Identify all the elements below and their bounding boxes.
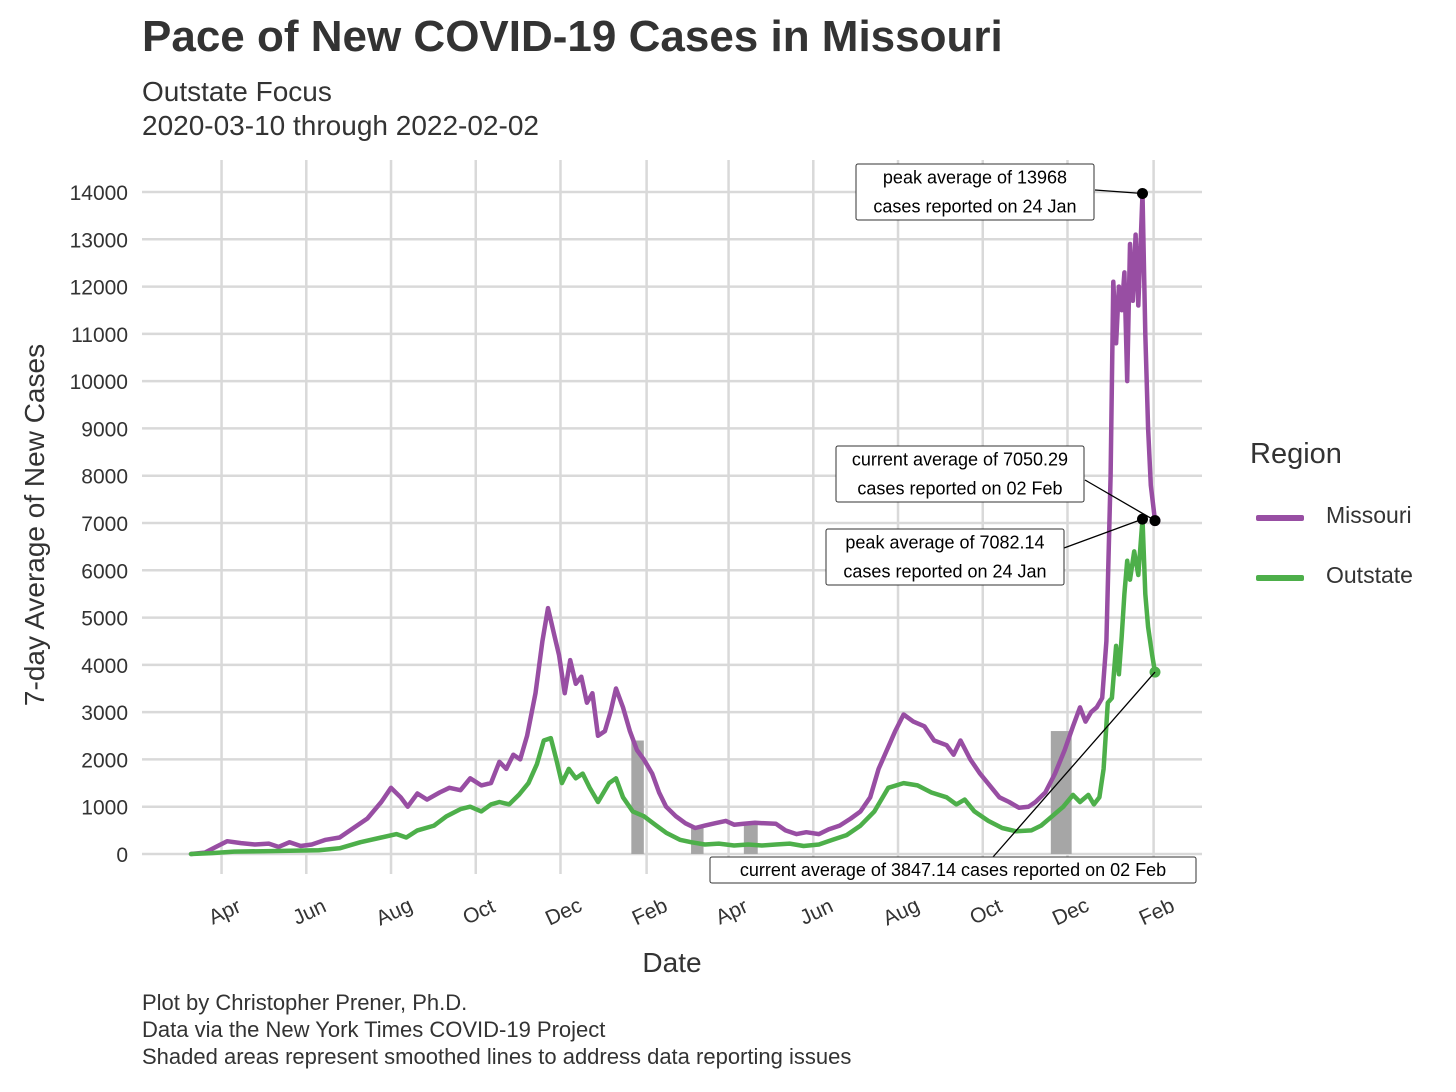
y-tick-label: 0: [116, 844, 128, 867]
annotation-label: cases reported on 24 Jan: [843, 562, 1046, 582]
series-line-missouri: [188, 191, 1158, 857]
caption-shading-note: Shaded areas represent smoothed lines to…: [142, 1044, 852, 1069]
y-tick-label: 2000: [81, 749, 128, 772]
x-tick-label: Dec: [1049, 894, 1093, 931]
y-tick-label: 6000: [81, 560, 128, 583]
y-tick-label: 7000: [81, 513, 128, 536]
chart-subtitle-focus: Outstate Focus: [142, 76, 332, 107]
x-tick-label: Apr: [712, 895, 751, 930]
x-tick-label: Apr: [205, 895, 244, 930]
annotation-leader-line: [992, 671, 1156, 858]
annotation-label: cases reported on 02 Feb: [857, 479, 1062, 499]
shaded-periods: [631, 731, 1072, 854]
y-tick-label: 14000: [70, 182, 128, 205]
annotation-box: [855, 163, 1095, 221]
annotation-label: current average of 7050.29: [852, 450, 1068, 470]
caption-data-source: Data via the New York Times COVID-19 Pro…: [142, 1017, 606, 1042]
annotation-leader-line: [1063, 518, 1143, 549]
legend-swatch-missouri: [1256, 515, 1304, 521]
y-axis-title: 7-day Average of New Cases: [19, 344, 50, 706]
y-tick-label: 10000: [70, 371, 128, 394]
annotation-label: peak average of 13968: [883, 168, 1067, 188]
chart-subtitle-date-range: 2020-03-10 through 2022-02-02: [142, 110, 539, 141]
x-tick-label: Feb: [629, 894, 672, 930]
shaded-period: [1050, 731, 1072, 854]
x-tick-label: Feb: [1136, 894, 1179, 930]
caption-author: Plot by Christopher Prener, Ph.D.: [142, 990, 468, 1015]
annotation-point: [1136, 513, 1148, 525]
legend-label-outstate: Outstate: [1326, 562, 1413, 588]
y-tick-label: 1000: [81, 797, 128, 820]
annotation-box: [825, 528, 1065, 586]
x-tick-label: Oct: [459, 895, 498, 930]
annotation-label: cases reported on 24 Jan: [873, 197, 1076, 217]
y-tick-label: 12000: [70, 277, 128, 300]
series-line-outstate: [188, 516, 1158, 857]
x-tick-label: Oct: [966, 895, 1005, 930]
y-tick-label: 13000: [70, 229, 128, 252]
x-axis-title: Date: [642, 947, 701, 978]
legend-label-missouri: Missouri: [1326, 502, 1412, 528]
gridlines: [142, 160, 1202, 874]
legend-title: Region: [1250, 438, 1342, 470]
annotation-box: [709, 856, 1197, 884]
annotation-label: peak average of 7082.14: [845, 533, 1044, 553]
shaded-period: [743, 823, 758, 854]
annotations: peak average of 13968 cases reported on 2…: [709, 163, 1197, 884]
y-tick-label: 4000: [81, 655, 128, 678]
y-tick-label: 5000: [81, 608, 128, 631]
x-tick-label: Jun: [289, 895, 329, 930]
x-tick-label: Dec: [542, 894, 586, 931]
x-tick-label: Jun: [796, 895, 836, 930]
y-tick-label: 3000: [81, 702, 128, 725]
chart-title: Pace of New COVID-19 Cases in Missouri: [142, 12, 1003, 61]
annotation-leader-line: [1094, 189, 1143, 195]
legend-swatch-outstate: [1256, 575, 1304, 581]
y-tick-label: 11000: [71, 324, 128, 347]
y-tick-label: 9000: [81, 418, 128, 441]
annotation-point: [1149, 515, 1161, 527]
shaded-period: [691, 825, 704, 854]
y-tick-label: 8000: [81, 466, 128, 489]
annotation-box: [835, 445, 1085, 503]
annotation-point: [1136, 188, 1148, 200]
x-tick-label: Aug: [372, 894, 416, 931]
annotation-label: current average of 3847.14 cases reporte…: [740, 860, 1166, 880]
shaded-period: [631, 740, 644, 854]
x-tick-label: Aug: [879, 894, 923, 931]
